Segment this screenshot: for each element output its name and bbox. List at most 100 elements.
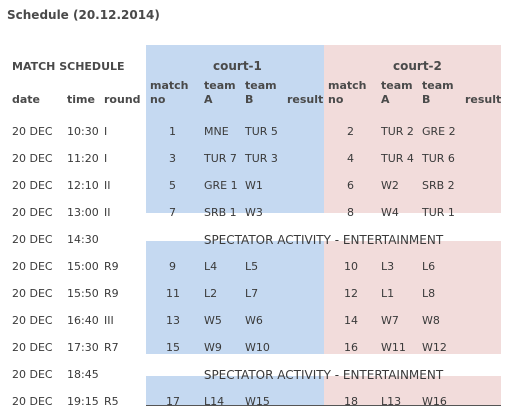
spectator-activity-label: SPECTATOR ACTIVITY - ENTERTAINMENT: [203, 233, 444, 247]
date-cell: 20 DEC: [12, 125, 53, 138]
team-a-cell: W11: [381, 341, 406, 354]
team-a-cell: L4: [204, 260, 218, 273]
time-cell: 13:00: [67, 206, 99, 219]
team-b-cell: L5: [245, 260, 259, 273]
team-a-cell: W5: [204, 314, 222, 327]
time-cell: 17:30: [67, 341, 99, 354]
team-header: team: [422, 79, 454, 92]
date-header: date: [12, 93, 41, 106]
team-b-header: B: [422, 93, 431, 106]
table-row: 20 DEC 13:00 II 7 SRB 1 W3 8 W4 TUR 1: [0, 199, 515, 226]
round-cell: III: [104, 314, 114, 327]
date-cell: 20 DEC: [12, 260, 53, 273]
team-b-cell: L8: [422, 287, 436, 300]
court-2-band: [324, 45, 501, 213]
team-b-cell: W6: [245, 314, 263, 327]
team-b-cell: L7: [245, 287, 259, 300]
match-no-cell: 3: [169, 152, 176, 165]
table-row-break: 20 DEC 18:45 SPECTATOR ACTIVITY - ENTERT…: [0, 361, 515, 388]
match-no-cell: 10: [344, 260, 358, 273]
team-header: team: [381, 79, 413, 92]
team-a-cell: TUR 7: [204, 152, 237, 165]
team-a-cell: TUR 2: [381, 125, 414, 138]
round-header: round: [104, 93, 141, 106]
round-cell: R9: [104, 260, 119, 273]
team-a-cell: L13: [381, 395, 402, 408]
team-b-cell: W1: [245, 179, 263, 192]
team-header: team: [204, 79, 236, 92]
team-b-cell: L6: [422, 260, 436, 273]
match-no-cell: 9: [169, 260, 176, 273]
team-a-header: A: [381, 93, 390, 106]
team-b-cell: TUR 6: [422, 152, 455, 165]
date-cell: 20 DEC: [12, 314, 53, 327]
match-no-cell: 8: [347, 206, 354, 219]
match-no-cell: 6: [347, 179, 354, 192]
time-cell: 10:30: [67, 125, 99, 138]
time-cell: 15:00: [67, 260, 99, 273]
court-1-band: [146, 241, 324, 354]
time-header: time: [67, 93, 95, 106]
date-cell: 20 DEC: [12, 206, 53, 219]
date-cell: 20 DEC: [12, 341, 53, 354]
match-no-cell: 2: [347, 125, 354, 138]
time-cell: 15:50: [67, 287, 99, 300]
team-header: team: [245, 79, 277, 92]
time-cell: 18:45: [67, 368, 99, 381]
court-1-heading: court-1: [213, 59, 262, 73]
round-cell: I: [104, 125, 108, 138]
time-cell: 14:30: [67, 233, 99, 246]
team-a-cell: L2: [204, 287, 218, 300]
table-row: 20 DEC 12:10 II 5 GRE 1 W1 6 W2 SRB 2: [0, 172, 515, 199]
round-cell: R5: [104, 395, 119, 408]
team-b-cell: SRB 2: [422, 179, 455, 192]
match-header: match: [150, 79, 189, 92]
time-cell: 19:15: [67, 395, 99, 408]
date-cell: 20 DEC: [12, 152, 53, 165]
date-cell: 20 DEC: [12, 287, 53, 300]
match-header: match: [328, 79, 367, 92]
court-1-band: [146, 45, 324, 213]
match-no-cell: 14: [344, 314, 358, 327]
match-no-cell: 17: [166, 395, 180, 408]
table-row: 20 DEC 17:30 R7 15 W9 W10 16 W11 W12: [0, 334, 515, 361]
team-a-cell: L1: [381, 287, 395, 300]
table-row-break: 20 DEC 14:30 SPECTATOR ACTIVITY - ENTERT…: [0, 226, 515, 253]
table-row: 20 DEC 15:00 R9 9 L4 L5 10 L3 L6: [0, 253, 515, 280]
team-a-cell: GRE 1: [204, 179, 238, 192]
team-b-cell: W12: [422, 341, 447, 354]
match-no-header: no: [328, 93, 344, 106]
team-a-cell: TUR 4: [381, 152, 414, 165]
team-b-cell: W16: [422, 395, 447, 408]
spectator-activity-label: SPECTATOR ACTIVITY - ENTERTAINMENT: [203, 368, 444, 382]
round-cell: II: [104, 179, 111, 192]
court-2-band: [324, 376, 501, 406]
date-cell: 20 DEC: [12, 368, 53, 381]
team-b-cell: W15: [245, 395, 270, 408]
table-row: 20 DEC 10:30 I 1 MNE TUR 5 2 TUR 2 GRE 2: [0, 118, 515, 145]
match-no-cell: 11: [166, 287, 180, 300]
team-a-cell: W9: [204, 341, 222, 354]
match-no-cell: 1: [169, 125, 176, 138]
team-b-cell: W8: [422, 314, 440, 327]
team-a-cell: W7: [381, 314, 399, 327]
round-cell: R7: [104, 341, 119, 354]
table-row: 20 DEC 11:20 I 3 TUR 7 TUR 3 4 TUR 4 TUR…: [0, 145, 515, 172]
court-1-band: [146, 376, 324, 406]
team-b-cell: W10: [245, 341, 270, 354]
table-row: 20 DEC 16:40 III 13 W5 W6 14 W7 W8: [0, 307, 515, 334]
date-cell: 20 DEC: [12, 179, 53, 192]
team-a-cell: MNE: [204, 125, 229, 138]
team-b-header: B: [245, 93, 254, 106]
round-cell: I: [104, 152, 108, 165]
match-no-cell: 12: [344, 287, 358, 300]
match-no-cell: 16: [344, 341, 358, 354]
court-2-band: [324, 241, 501, 354]
court-2-heading: court-2: [393, 59, 442, 73]
team-a-cell: SRB 1: [204, 206, 237, 219]
match-no-header: no: [150, 93, 166, 106]
time-cell: 12:10: [67, 179, 99, 192]
team-a-cell: W4: [381, 206, 399, 219]
team-b-cell: TUR 1: [422, 206, 455, 219]
team-a-header: A: [204, 93, 213, 106]
